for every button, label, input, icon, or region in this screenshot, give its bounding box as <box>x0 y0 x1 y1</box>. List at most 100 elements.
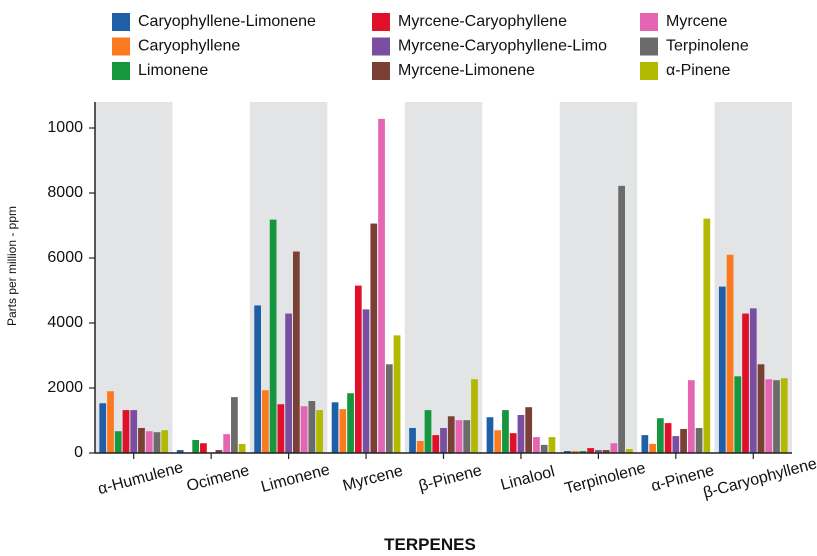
x-axis-title: TERPENES <box>384 535 476 554</box>
bar <box>200 443 207 453</box>
legend-label: Myrcene-Caryophyllene-Limo <box>398 38 607 55</box>
x-tick-label: Myrcene <box>341 462 405 494</box>
bar <box>378 118 385 454</box>
bar <box>494 430 502 453</box>
legend-swatch <box>112 13 130 31</box>
bar <box>749 308 757 453</box>
bar <box>641 435 649 453</box>
bar <box>571 451 579 453</box>
bar <box>447 416 455 453</box>
bar <box>455 420 463 453</box>
y-tick-label: 8000 <box>47 184 83 201</box>
bar <box>734 376 742 453</box>
bar <box>262 390 269 453</box>
legend-label: α-Pinene <box>666 62 731 79</box>
bar <box>765 379 773 453</box>
y-axis-title: Parts per million - ppm <box>5 206 19 326</box>
bar <box>424 410 432 453</box>
bar <box>695 427 703 453</box>
bar <box>153 432 161 453</box>
bar <box>122 410 130 453</box>
bar <box>292 251 300 453</box>
bar <box>602 450 610 453</box>
y-tick-label: 2000 <box>47 379 83 396</box>
bar <box>347 393 354 453</box>
category-band <box>95 102 173 453</box>
bar <box>618 185 625 453</box>
bar <box>308 401 316 453</box>
bar <box>339 409 347 453</box>
legend-swatch <box>372 62 390 80</box>
bar <box>393 335 401 453</box>
bar <box>564 451 571 453</box>
legend-label: Caryophyllene <box>138 38 240 55</box>
category-band <box>559 102 638 453</box>
bar <box>486 417 494 453</box>
bar <box>440 427 447 453</box>
bar <box>463 420 471 453</box>
bar <box>138 427 145 453</box>
bar <box>742 313 749 453</box>
bar <box>625 449 633 453</box>
bar <box>416 440 424 453</box>
bar <box>718 286 726 453</box>
bar <box>231 397 238 453</box>
category-band <box>404 102 483 453</box>
bar <box>525 407 533 453</box>
legend-label: Caryophyllene-Limonene <box>138 13 316 30</box>
bar <box>385 364 393 453</box>
legend-label: Myrcene-Caryophyllene <box>398 13 567 30</box>
x-tick-label: Linalool <box>499 463 557 494</box>
bar <box>269 219 277 453</box>
bar <box>331 402 339 453</box>
bar <box>773 380 780 453</box>
bar <box>533 437 540 453</box>
bar <box>223 434 231 453</box>
bar <box>517 414 525 453</box>
x-tick-label: β-Caryophyllene <box>701 455 817 502</box>
bar <box>145 431 153 453</box>
x-tick-label: Limonene <box>259 461 331 496</box>
bar <box>354 285 362 453</box>
bar <box>254 305 262 453</box>
bar <box>780 378 788 453</box>
bar <box>649 443 656 453</box>
bar <box>587 448 595 453</box>
bar <box>409 427 416 453</box>
bar <box>664 423 672 453</box>
legend-label: Myrcene-Limonene <box>398 62 535 79</box>
bar <box>99 403 107 453</box>
bar <box>192 440 200 453</box>
legend-label: Terpinolene <box>666 38 749 55</box>
bar <box>130 410 138 453</box>
bar <box>300 406 308 453</box>
bar <box>579 451 587 453</box>
y-tick-label: 6000 <box>47 249 83 266</box>
bar <box>277 404 285 453</box>
bar <box>238 443 246 453</box>
x-tick-label: Terpinolene <box>563 460 647 498</box>
bar <box>215 450 223 453</box>
bar <box>161 430 169 453</box>
legend-swatch <box>640 13 658 31</box>
bar <box>509 433 517 453</box>
bar <box>316 410 323 453</box>
y-tick-label: 4000 <box>47 314 83 331</box>
bar <box>757 364 765 453</box>
bar <box>285 313 292 453</box>
legend-label: Limonene <box>138 62 208 79</box>
bar <box>687 380 695 453</box>
bar <box>548 437 556 453</box>
bar <box>726 254 734 453</box>
bar <box>672 436 680 453</box>
bar <box>471 379 478 453</box>
legend-swatch <box>640 37 658 56</box>
bar <box>176 450 184 453</box>
legend-swatch <box>640 62 658 80</box>
y-tick-label: 0 <box>74 444 83 461</box>
bar <box>370 223 378 453</box>
bar <box>432 435 440 453</box>
legend-swatch <box>372 13 390 31</box>
y-tick-label: 1000 <box>47 119 83 136</box>
